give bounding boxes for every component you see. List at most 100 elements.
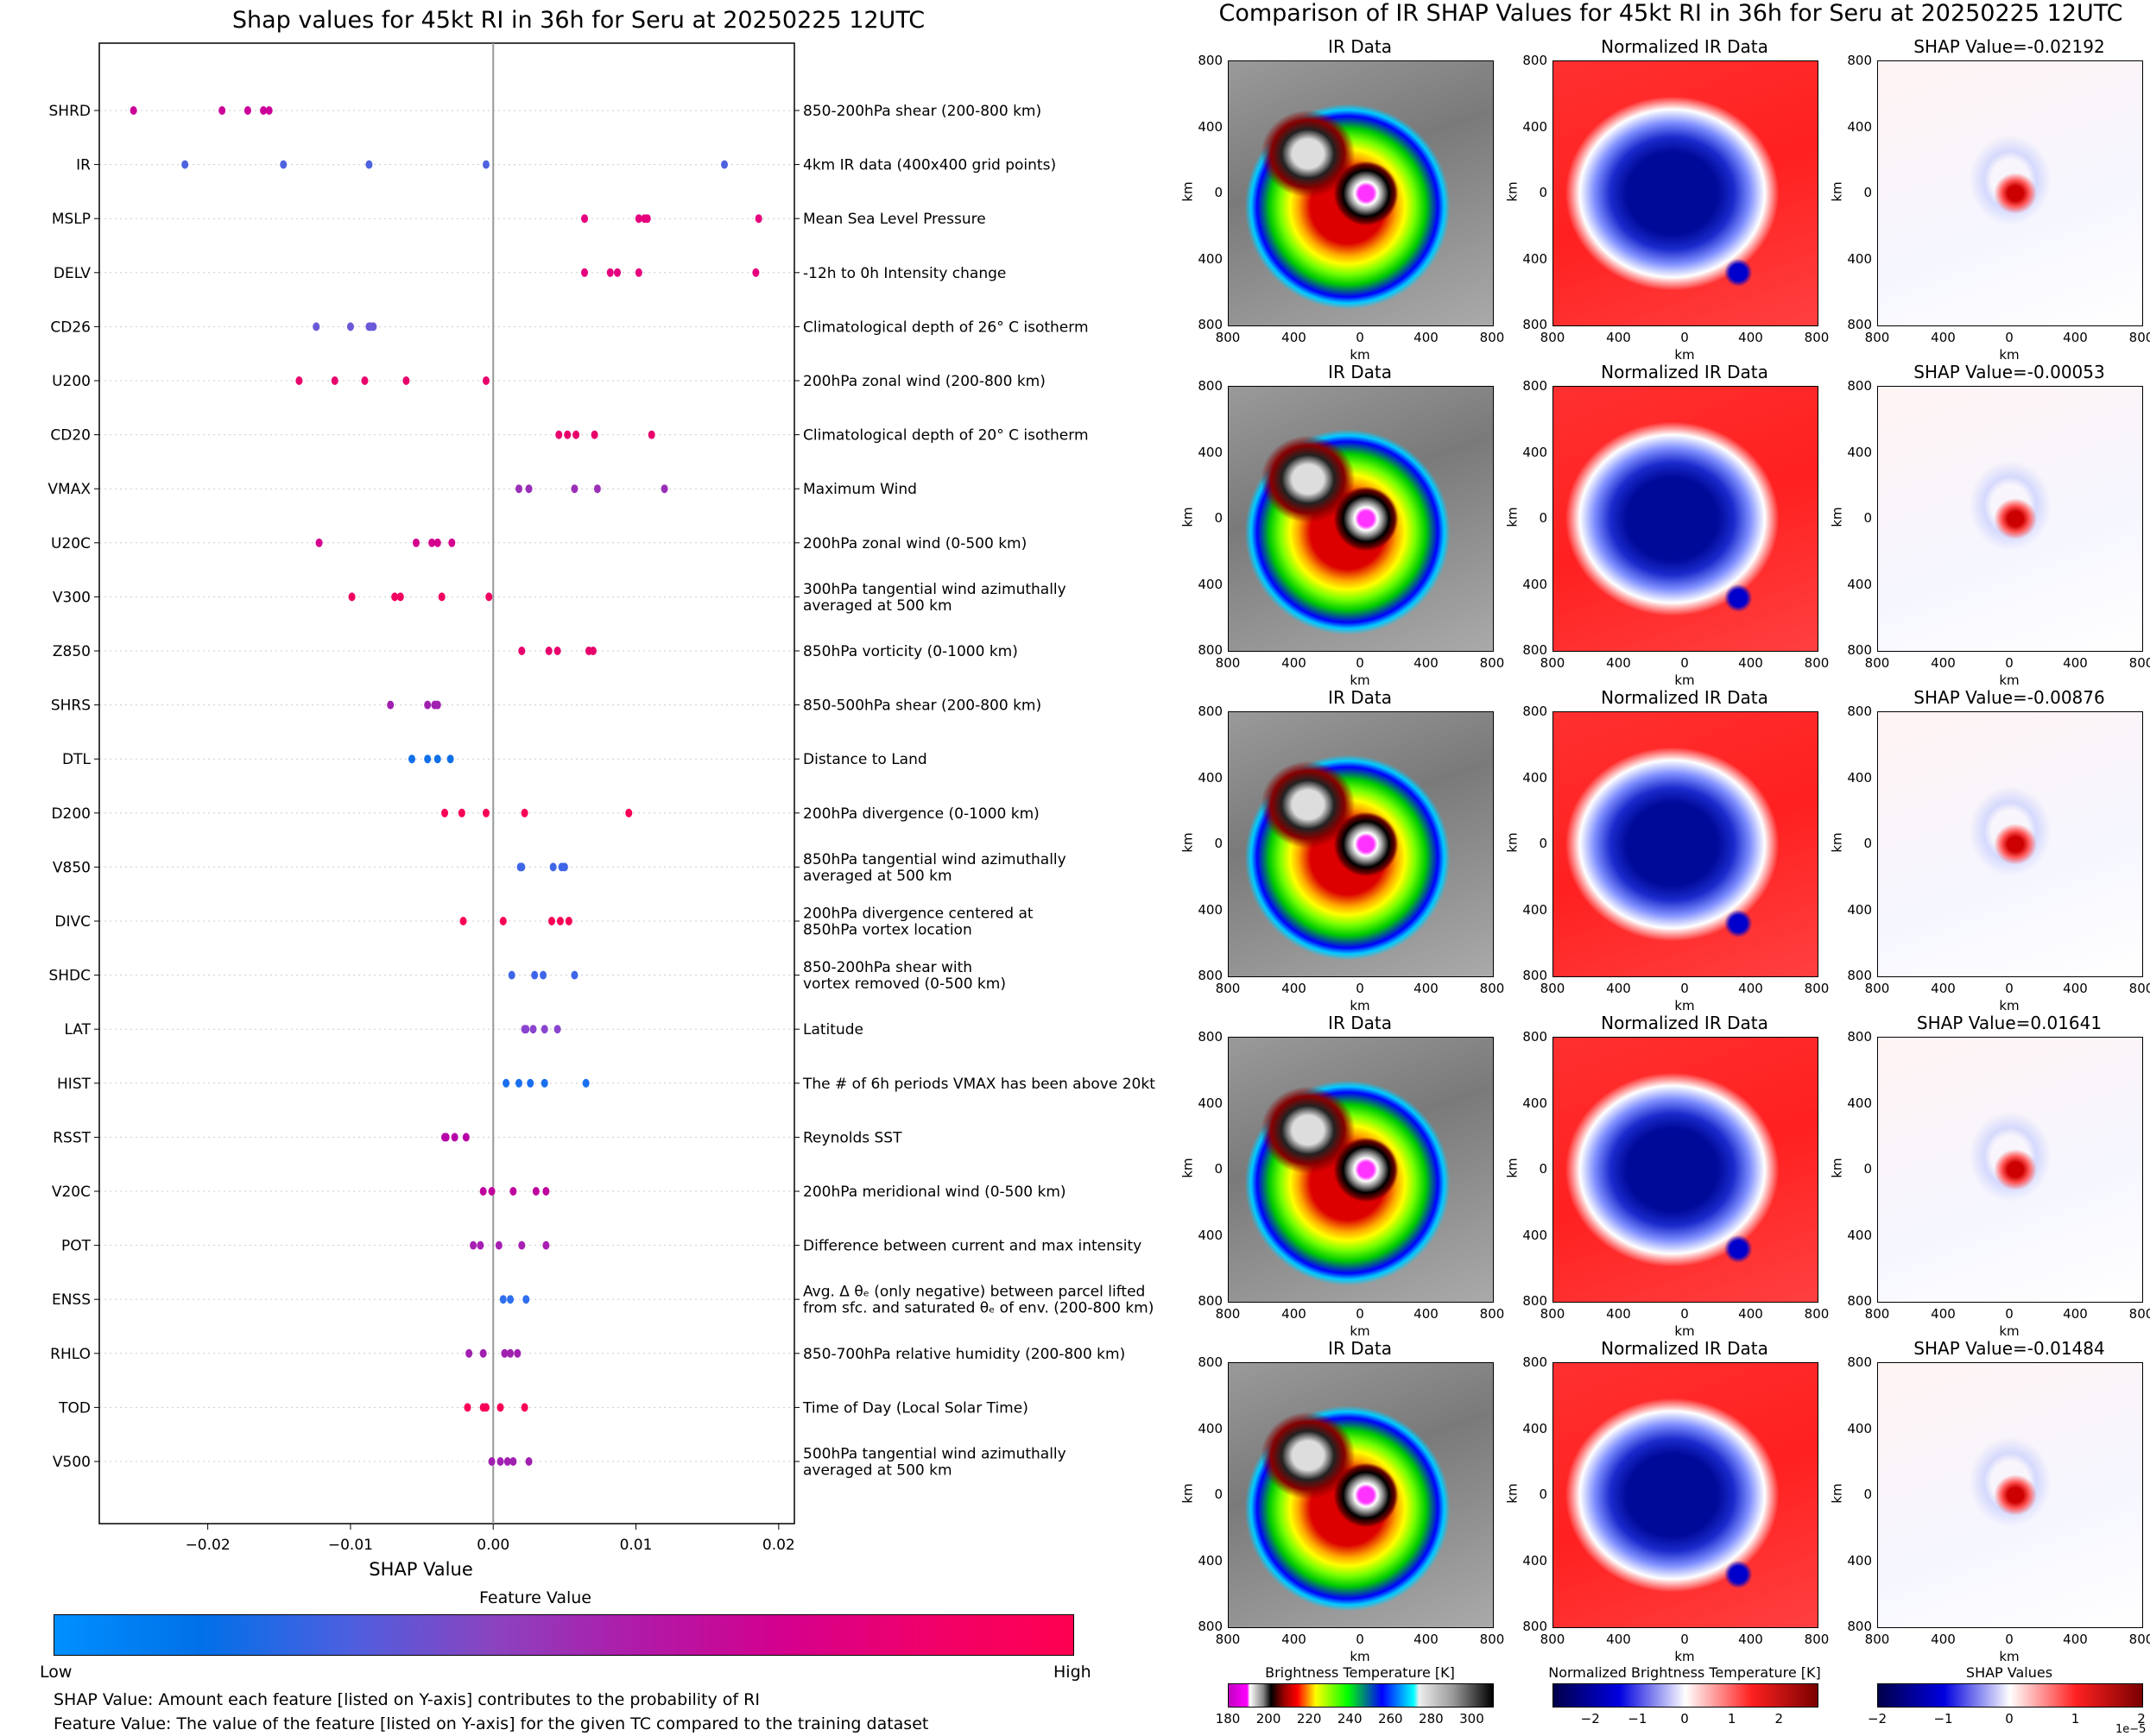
normalized-ir-title: Normalized IR Data [1601, 1338, 1768, 1359]
shap-point [482, 808, 490, 817]
y-tick-label: 800 [1522, 378, 1547, 394]
colorbar-high-label: High [1053, 1663, 1091, 1682]
colorbar-low-label: Low [40, 1663, 73, 1682]
y-tick-label: 400 [1847, 1227, 1872, 1243]
shap-point [218, 106, 226, 115]
x-axis-label: km [1674, 672, 1695, 688]
feature-description-label: The # of 6h periods VMAX has been above … [802, 1076, 1155, 1093]
shap-point [509, 1457, 517, 1466]
shap-value-title: SHAP Value=-0.00053 [1913, 362, 2105, 382]
y-axis-label: km [1179, 832, 1196, 853]
x-tick-label: 800 [1479, 1632, 1505, 1647]
x-tick-labels: −0.02 −0.01 0.00 0.01 0.02 [186, 1524, 795, 1554]
shap-value-title: SHAP Value=-0.01484 [1913, 1338, 2105, 1359]
x-tick-label: 800 [1804, 655, 1830, 671]
x-axis-label: km [1674, 1649, 1695, 1664]
normalized-ir-title: Normalized IR Data [1601, 1013, 1768, 1033]
shap-point [532, 1187, 540, 1196]
y-tick-label: 800 [1847, 1354, 1872, 1370]
y-tick-label: 800 [1198, 968, 1223, 983]
x-tick-label: 800 [1864, 1306, 1890, 1322]
x-tick-label: 800 [1864, 981, 1890, 996]
y-tick-label: 400 [1522, 118, 1547, 135]
shap-point [545, 647, 553, 655]
y-axis-label: km [1829, 507, 1845, 527]
colorbar-tick-label: 2 [1774, 1711, 1784, 1727]
x-tick-label: 0 [1680, 655, 1689, 671]
feature-description-label: averaged at 500 km [803, 597, 952, 615]
shap-point [503, 1078, 510, 1088]
shap-point [514, 1348, 522, 1358]
normalized-ir-title: Normalized IR Data [1601, 687, 1768, 708]
shap-point [540, 970, 547, 980]
x-axis-label: km [1999, 672, 2020, 688]
x-tick-label: 0.01 [620, 1537, 653, 1554]
shap-point [648, 430, 655, 439]
shap-points [130, 106, 762, 1466]
shap-point [496, 1457, 504, 1466]
x-tick-label: 0.00 [477, 1537, 509, 1554]
x-axis-label: km [1999, 998, 2020, 1013]
x-tick-label: 400 [1738, 655, 1763, 671]
shap-point [553, 647, 561, 655]
y-tick-label: 0 [1863, 1161, 1872, 1177]
y-tick-label: 800 [1198, 704, 1223, 719]
x-tick-label: 0 [1680, 1306, 1689, 1322]
ir-comparison-title: Comparison of IR SHAP Values for 45kt RI… [1218, 0, 2123, 27]
ir-data-title: IR Data [1328, 1338, 1392, 1359]
shap-point [560, 862, 568, 872]
shap-point [181, 160, 189, 169]
x-tick-label: 400 [1931, 655, 1956, 671]
feature-code-label: V850 [53, 859, 91, 876]
feature-descriptions: 850-200hPa shear (200-800 km) 4km IR data… [794, 103, 1155, 1480]
shap-point [503, 1457, 511, 1466]
y-tick-label: 400 [1847, 901, 1872, 918]
x-tick-label: 800 [1215, 1306, 1241, 1322]
y-axis-label: km [1829, 181, 1845, 202]
y-tick-label: 800 [1847, 968, 1872, 983]
shap-point [571, 970, 579, 980]
y-tick-label: 400 [1198, 769, 1223, 786]
y-tick-label: 0 [1863, 185, 1872, 200]
feature-description-label: from sfc. and saturated θₑ of env. (200-… [803, 1300, 1154, 1317]
shap-point [370, 322, 377, 331]
y-axis-label: km [1179, 507, 1196, 527]
shap-point [499, 917, 507, 925]
shap-point [541, 1025, 548, 1034]
ir-image [1228, 1362, 1494, 1628]
y-tick-label: 400 [1522, 901, 1547, 918]
y-tick-label: 0 [1214, 836, 1223, 851]
y-axis-label: km [1179, 1483, 1196, 1504]
x-tick-label: 0 [2005, 1632, 2014, 1647]
colorbar-tick-label: 280 [1419, 1711, 1444, 1727]
x-tick-label: 0 [2005, 330, 2014, 345]
shap-point [496, 1403, 504, 1412]
colorbar-tick-label: −2 [1580, 1711, 1600, 1727]
x-tick-label: 0 [1356, 1632, 1364, 1647]
colorbar [1228, 1683, 1494, 1708]
y-tick-label: 0 [1539, 836, 1547, 851]
shap-point [361, 376, 369, 385]
shap-point [614, 268, 622, 277]
ir-data-title: IR Data [1328, 1013, 1392, 1033]
shap-point [661, 484, 668, 494]
y-tick-label: 800 [1847, 642, 1872, 658]
y-tick-label: 400 [1847, 1420, 1872, 1436]
shap-point [581, 214, 589, 224]
colorbar-title: SHAP Values [1965, 1664, 2053, 1681]
y-tick-label: 800 [1522, 53, 1547, 68]
shap-point [752, 268, 760, 277]
shap-beeswarm-chart: SHRD IR MSLP DELV CD26 U200 CD20 VMAX U20C V300 Z8… [47, 42, 1155, 1580]
x-tick-label: 800 [1540, 981, 1565, 996]
y-tick-label: 800 [1522, 968, 1547, 983]
feature-description-label: 200hPa zonal wind (0-500 km) [803, 535, 1027, 552]
x-tick-label: 400 [1931, 981, 1956, 996]
y-tick-label: 0 [1214, 1487, 1223, 1502]
x-axis-label: km [1350, 1323, 1370, 1339]
y-tick-label: 800 [1847, 378, 1872, 394]
normalized-ir-title: Normalized IR Data [1601, 362, 1768, 382]
feature-description-label: 850hPa vortex location [803, 922, 972, 939]
shap-point [593, 484, 601, 494]
y-tick-label: 800 [1847, 1293, 1872, 1309]
x-axis-label: SHAP Value [369, 1559, 473, 1580]
